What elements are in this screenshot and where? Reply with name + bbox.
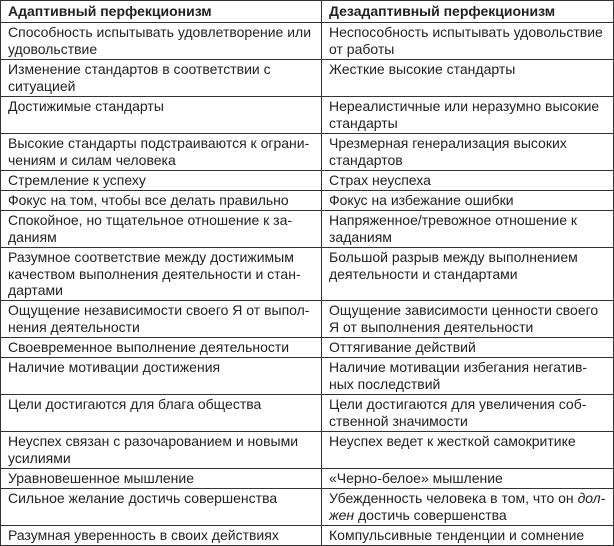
table-row: Уравновешенное мышление «Черно-белое» мыш… — [0, 467, 614, 489]
cell-maladaptive: Цели достигаются для увеличения соб- ств… — [321, 393, 614, 432]
cell-adaptive: Цели достигаются для блага общества — [0, 393, 322, 432]
table-row: Изменение стандартов в соответствии с си… — [0, 59, 614, 97]
cell-adaptive: Способность испытывать удовлетворение ил… — [0, 22, 322, 60]
cell-maladaptive: Наличие мотивации избегания негатив- ных… — [321, 356, 614, 395]
cell-adaptive: Уравновешенное мышление — [0, 467, 322, 489]
table-row: Способность испытывать удовлетворение ил… — [0, 22, 614, 60]
cell-adaptive: Своевременное выполнение деятельности — [0, 336, 322, 358]
table-row: Разумная уверенность в своих действиях Ко… — [0, 524, 614, 546]
header-maladaptive: Дезадаптивный перфекционизм — [321, 0, 614, 23]
cell-adaptive: Достижимые стандарты — [0, 96, 322, 134]
cell-maladaptive: Оттягивание действий — [321, 336, 614, 358]
cell-maladaptive: Ощущение зависимости ценности своего Я о… — [321, 299, 614, 338]
cell-adaptive: Изменение стандартов в соответствии с си… — [0, 59, 322, 97]
cell-adaptive: Сильное желание достичь совершенства — [0, 487, 322, 526]
cell-maladaptive: Компульсивные тенденции и сомнение — [321, 524, 614, 546]
cell-maladaptive: «Черно-белое» мышление — [321, 467, 614, 489]
header-adaptive: Адаптивный перфекционизм — [0, 0, 322, 23]
table-header-row: Адаптивный перфекционизм Дезадаптивный п… — [0, 0, 614, 23]
table-row: Спокойное, но тщательное отношение к за-… — [0, 210, 614, 248]
cell-adaptive: Стремление к успеху — [0, 170, 322, 191]
table-row: Достижимые стандарты Нереалистичные или н… — [0, 96, 614, 134]
cell-maladaptive: Напряженное/тревожное отношение к задани… — [321, 210, 614, 248]
cell-maladaptive: Фокус на избежание ошибки — [321, 190, 614, 211]
cell-adaptive: Наличие мотивации достижения — [0, 356, 322, 395]
table-row: Наличие мотивации достижения Наличие моти… — [0, 356, 614, 395]
table-row: Ощущение независимости своего Я от выпол… — [0, 299, 614, 338]
cell-maladaptive: Большой разрыв между выполнением деятель… — [321, 247, 614, 301]
table-row: Разумное соответствие между достижимым к… — [0, 247, 614, 301]
cell-text-before: Убежденность человека в том, что он — [329, 489, 578, 506]
cell-adaptive: Фокус на том, чтобы все делать правильно — [0, 190, 322, 211]
cell-adaptive: Разумное соответствие между достижимым к… — [0, 247, 322, 301]
cell-maladaptive: Неспособность испытывать удовольствие от… — [321, 22, 614, 60]
table-row: Стремление к успеху Страх неуспеха — [0, 170, 614, 191]
cell-adaptive: Ощущение независимости своего Я от выпол… — [0, 299, 322, 338]
cell-adaptive: Неуспех связан с разочарованием и новыми… — [0, 430, 322, 469]
cell-maladaptive: Жесткие высокие стандарты — [321, 59, 614, 97]
cell-maladaptive: Нереалистичные или неразумно высокие ста… — [321, 96, 614, 134]
table-row: Сильное желание достичь совершенства Убеж… — [0, 487, 614, 526]
cell-adaptive: Высокие стандарты подстраиваются к огран… — [0, 133, 322, 171]
cell-adaptive: Спокойное, но тщательное отношение к за-… — [0, 210, 322, 248]
cell-maladaptive: Неуспех ведет к жесткой самокритике — [321, 430, 614, 469]
cell-maladaptive: Убежденность человека в том, что он дол-… — [321, 487, 614, 526]
cell-text-after: достичь совершенства — [354, 506, 507, 523]
cell-maladaptive: Страх неуспеха — [321, 170, 614, 191]
table-row: Своевременное выполнение деятельности Отт… — [0, 336, 614, 358]
cell-maladaptive: Чрезмерная генерализация высоких стандар… — [321, 133, 614, 171]
table-row: Неуспех связан с разочарованием и новыми… — [0, 430, 614, 469]
table-row: Высокие стандарты подстраиваются к огран… — [0, 133, 614, 171]
cell-adaptive: Разумная уверенность в своих действиях — [0, 524, 322, 546]
table-row: Фокус на том, чтобы все делать правильно… — [0, 190, 614, 211]
cell-text-italic: дол- жен — [329, 489, 606, 523]
table-row: Цели достигаются для блага общества Цели … — [0, 393, 614, 432]
